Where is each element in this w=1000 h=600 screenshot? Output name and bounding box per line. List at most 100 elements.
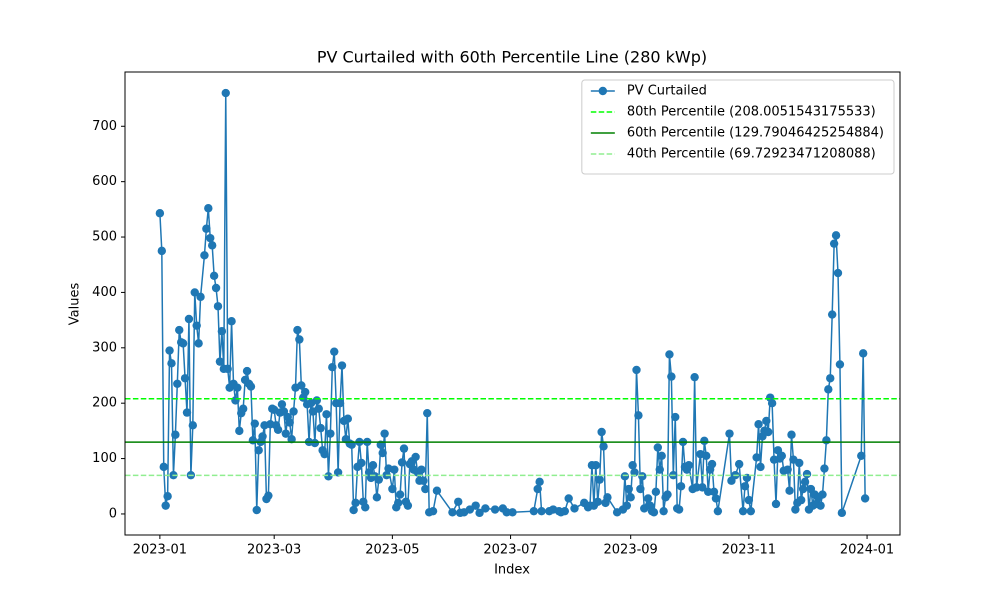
- data-point: [707, 459, 717, 469]
- data-point: [620, 472, 630, 481]
- data-point: [180, 374, 190, 383]
- data-point: [178, 339, 188, 348]
- data-point: [713, 506, 723, 516]
- data-point: [833, 268, 843, 278]
- data-point: [826, 374, 835, 383]
- data-point: [277, 400, 287, 409]
- data-point: [659, 506, 668, 516]
- data-point: [248, 436, 258, 445]
- data-point: [603, 493, 612, 502]
- data-point: [235, 426, 244, 436]
- data-point: [395, 490, 405, 499]
- data-point: [357, 458, 366, 468]
- y-tick-label: 700: [92, 119, 117, 134]
- data-point: [419, 476, 428, 485]
- data-point: [215, 357, 225, 366]
- data-point: [287, 434, 296, 444]
- data-point: [502, 508, 511, 517]
- data-point: [634, 411, 643, 420]
- data-point: [657, 451, 666, 461]
- data-point: [399, 444, 409, 453]
- data-point: [351, 498, 360, 508]
- y-tick-label: 500: [92, 230, 117, 245]
- data-point: [171, 430, 180, 439]
- data-point: [161, 501, 170, 510]
- data-point: [700, 436, 709, 446]
- data-point: [818, 490, 827, 499]
- data-point: [221, 88, 230, 98]
- data-point: [423, 408, 432, 418]
- data-point: [182, 408, 192, 417]
- data-point: [795, 458, 804, 468]
- data-point: [665, 350, 674, 359]
- data-point: [165, 346, 174, 355]
- data-point: [258, 432, 267, 441]
- data-point: [335, 398, 345, 408]
- data-point: [297, 381, 306, 390]
- data-point: [326, 429, 335, 438]
- data-point: [490, 505, 500, 514]
- data-point: [738, 506, 748, 516]
- data-point: [330, 347, 339, 356]
- data-point: [857, 451, 866, 461]
- data-point: [638, 472, 647, 481]
- data-point: [831, 231, 841, 240]
- data-point: [312, 396, 322, 405]
- data-point: [802, 469, 812, 479]
- data-point: [223, 364, 232, 374]
- data-point: [703, 487, 713, 497]
- data-point: [337, 361, 347, 370]
- data-point: [233, 383, 242, 392]
- data-point: [333, 468, 343, 477]
- data-point: [184, 314, 194, 324]
- data-point: [310, 438, 320, 448]
- data-point: [320, 449, 329, 459]
- data-point: [252, 505, 261, 515]
- data-point: [787, 430, 796, 439]
- data-point: [475, 508, 484, 518]
- data-point: [194, 339, 203, 348]
- x-tick-label: 2023-03: [247, 543, 301, 558]
- legend: PV Curtailed 80th Percentile (208.0051543…: [581, 79, 895, 175]
- data-point: [289, 407, 298, 416]
- data-point: [206, 233, 215, 243]
- data-point: [764, 427, 773, 437]
- data-point: [227, 317, 236, 326]
- legend-label: PV Curtailed: [627, 84, 707, 99]
- data-point: [204, 204, 213, 213]
- data-point: [454, 497, 463, 506]
- legend-box: [581, 79, 895, 175]
- data-point: [200, 251, 209, 260]
- data-point: [428, 506, 438, 516]
- x-tick-label: 2024-01: [840, 543, 894, 558]
- data-point: [188, 421, 198, 430]
- data-point: [254, 446, 263, 455]
- axes-frame: [124, 71, 901, 536]
- data-point: [725, 429, 734, 438]
- data-point: [756, 462, 765, 472]
- data-point: [800, 477, 810, 487]
- legend-label: 60th Percentile (129.79046425254884): [627, 126, 884, 141]
- data-point: [827, 310, 837, 319]
- data-point: [783, 465, 792, 474]
- data-point: [771, 499, 781, 509]
- x-tick-label: 2023-07: [483, 543, 537, 558]
- data-point: [322, 410, 331, 419]
- data-point: [632, 365, 641, 375]
- data-point: [822, 436, 831, 445]
- chart-title: PV Curtailed with 60th Percentile Line (…: [317, 48, 707, 67]
- data-point: [281, 429, 291, 438]
- data-point: [374, 475, 384, 484]
- data-point: [829, 239, 839, 248]
- data-point: [636, 484, 645, 494]
- data-point: [314, 404, 323, 413]
- data-point: [163, 492, 172, 501]
- y-tick-label: 400: [92, 285, 117, 300]
- data-point: [411, 452, 420, 462]
- data-point: [238, 404, 248, 413]
- x-tick-label: 2023-09: [604, 543, 658, 558]
- data-point: [663, 490, 672, 499]
- data-point: [684, 461, 694, 470]
- data-point: [217, 326, 227, 336]
- y-tick-label: 300: [92, 340, 117, 355]
